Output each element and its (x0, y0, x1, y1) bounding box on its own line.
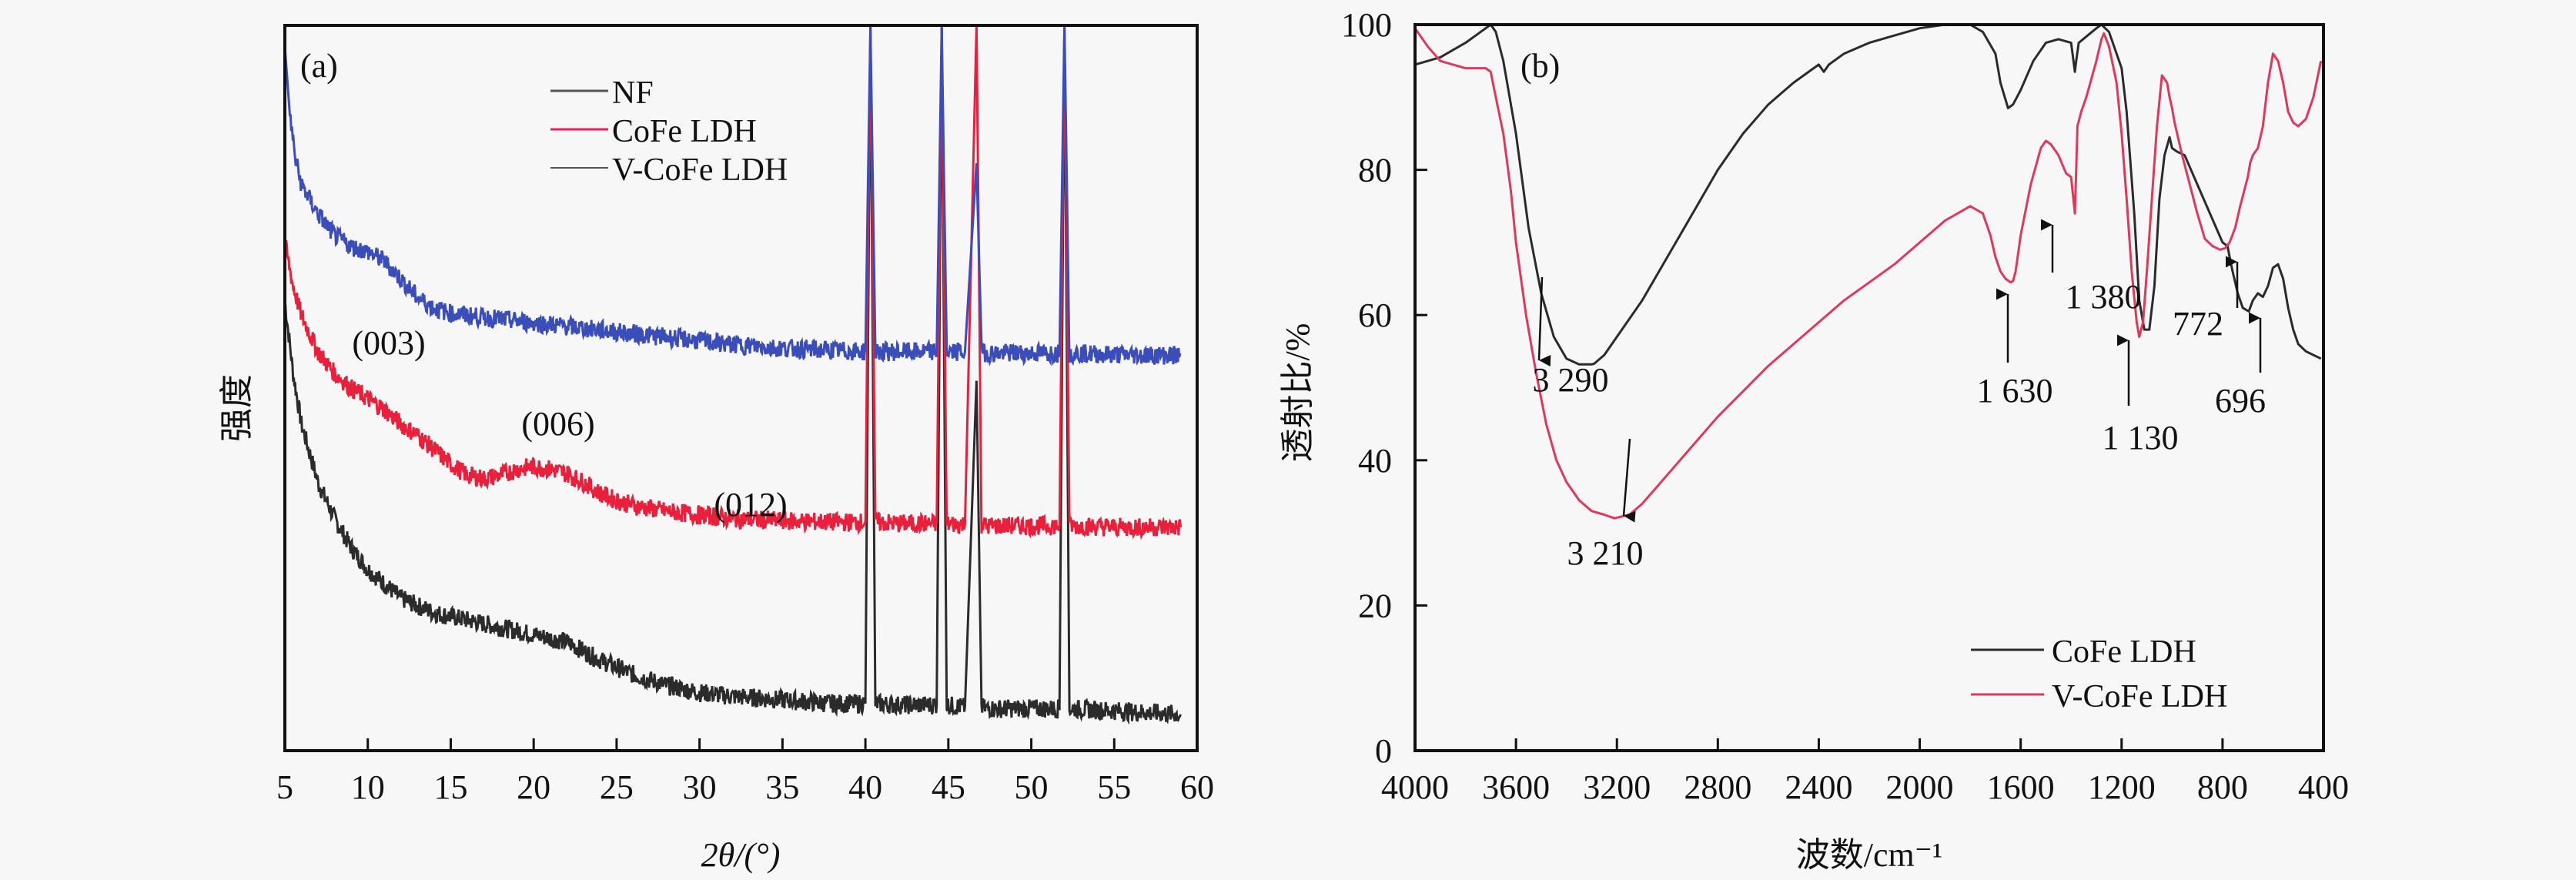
ftir-series-v-cofe-ldh (1413, 27, 2323, 520)
ftir-series-group (1413, 23, 2323, 520)
ftir-peak-label: 1 130 (2103, 419, 2179, 457)
ftir-x-tick-label: 1600 (1987, 768, 2055, 806)
xrd-legend-label: NF (612, 75, 654, 111)
ftir-x-tick-label: 4000 (1381, 768, 1449, 806)
ftir-x-ticks: 4000 3600 3200 2800 2400 2000 1600 1200 800 400 (1381, 738, 2349, 806)
ftir-y-tick-label: 80 (1358, 152, 1392, 189)
ftir-y-tick-label: 60 (1358, 296, 1392, 334)
xrd-y-axis-label: 强度 (218, 374, 256, 442)
xrd-x-tick-label: 40 (848, 768, 882, 806)
ftir-x-tick-label: 2400 (1785, 768, 1852, 806)
ftir-x-tick-label: 3200 (1583, 768, 1651, 806)
ftir-x-tick-label: 400 (2298, 768, 2349, 806)
xrd-plot-frame (283, 24, 1199, 752)
ftir-y-tick-label: 100 (1341, 6, 1392, 44)
ftir-x-axis-label: 波数/cm⁻¹ (1796, 836, 1942, 874)
xrd-series-v-cofe-ldh (285, 25, 1182, 366)
ftir-series-cofe-ldh (1414, 23, 2322, 366)
ftir-plot-frame (1413, 23, 2325, 752)
ftir-peak-label: 3 210 (1567, 534, 1644, 572)
xrd-series-nf (285, 25, 1182, 725)
ftir-y-tick-label: 40 (1358, 442, 1392, 480)
ftir-peak-arrow (1537, 276, 1551, 367)
xrd-x-ticks: 5 10 15 20 25 30 35 40 45 50 55 60 (276, 738, 1214, 806)
xrd-x-tick-label: 20 (517, 768, 550, 806)
xrd-peak-label: (003) (352, 324, 425, 362)
ftir-panel: 4000 3600 3200 2800 2400 2000 1600 1200 800 400 0… (1279, 6, 2349, 874)
ftir-peak-label: 1 630 (1977, 372, 2053, 410)
xrd-x-tick-label: 30 (683, 768, 717, 806)
xrd-peak-label: (006) (521, 405, 594, 443)
ftir-peak-label: 696 (2215, 382, 2266, 420)
ftir-y-tick-label: 0 (1375, 732, 1392, 770)
xrd-legend-label: V-CoFe LDH (612, 152, 788, 188)
xrd-x-tick-label: 35 (765, 768, 799, 806)
xrd-series-group (285, 25, 1182, 725)
ftir-y-ticks: 0 20 40 60 80 100 (1341, 6, 1427, 770)
ftir-x-tick-label: 1200 (2088, 768, 2156, 806)
xrd-peak-label: (012) (714, 486, 787, 524)
ftir-panel-label: (b) (1521, 47, 1560, 85)
xrd-x-tick-label: 5 (276, 768, 293, 806)
xrd-x-tick-label: 50 (1015, 768, 1049, 806)
ftir-x-tick-label: 2800 (1684, 768, 1751, 806)
xrd-x-tick-label: 60 (1180, 768, 1214, 806)
xrd-x-tick-label: 55 (1097, 768, 1131, 806)
xrd-x-tick-label: 45 (932, 768, 965, 806)
ftir-annotations: 3 290 3 210 1 630 1 380 1 130 772 696 (1533, 219, 2266, 572)
ftir-y-axis-label: 透射比/% (1279, 323, 1316, 463)
ftir-y-tick-label: 20 (1358, 587, 1392, 624)
xrd-x-tick-label: 25 (600, 768, 634, 806)
ftir-legend: CoFe LDH V-CoFe LDH (1971, 634, 2227, 714)
xrd-x-tick-label: 10 (351, 768, 385, 806)
xrd-x-axis-label: 2θ/(°) (701, 836, 781, 874)
xrd-annotations: (003) (006) (012) (352, 324, 787, 524)
ftir-peak-label: 1 380 (2066, 278, 2142, 316)
xrd-legend-label: CoFe LDH (612, 114, 757, 149)
xrd-panel-label: (a) (300, 47, 338, 85)
ftir-x-tick-label: 2000 (1886, 768, 1954, 806)
ftir-x-tick-label: 800 (2197, 768, 2248, 806)
ftir-peak-label: 3 290 (1533, 361, 1609, 399)
ftir-peak-label: 772 (2173, 305, 2223, 343)
ftir-peak-arrow (1622, 438, 1636, 523)
xrd-series-cofe-ldh (285, 25, 1182, 540)
ftir-legend-label: V-CoFe LDH (2052, 679, 2227, 714)
xrd-x-tick-label: 15 (433, 768, 467, 806)
ftir-legend-label: CoFe LDH (2052, 634, 2196, 670)
ftir-x-tick-label: 3600 (1482, 768, 1550, 806)
